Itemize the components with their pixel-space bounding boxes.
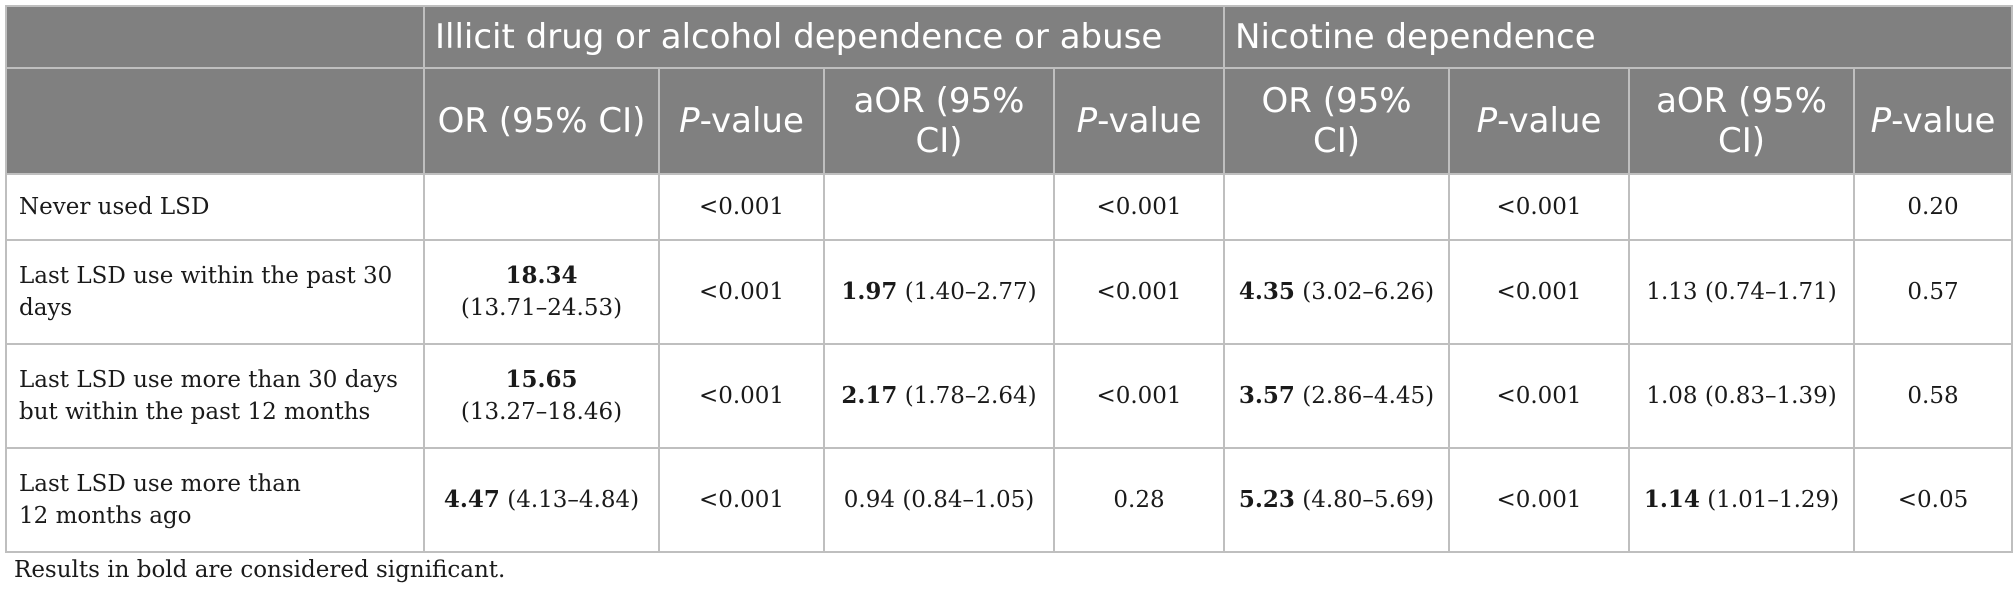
ci-value: (3.02–6.26) — [1294, 279, 1435, 305]
table-row: Last LSD use more than 30 days but withi… — [5, 343, 2014, 449]
table-footnote: Results in bold are considered significa… — [14, 557, 506, 583]
bold-value: 1.14 — [1643, 486, 1700, 513]
cell-p-nicotine: <0.001 — [1448, 239, 1631, 345]
row-label: Last LSD use more than 12 months ago — [5, 447, 425, 553]
bold-value: 2.17 — [841, 382, 898, 409]
col-aor-illicit: aOR (95% CI) — [823, 67, 1055, 175]
ci-value: (1.01–1.29) — [1699, 487, 1840, 513]
bold-value: 5.23 — [1238, 486, 1295, 513]
cell-p-adj-nicotine: 0.58 — [1853, 343, 2014, 449]
cell-aor-nicotine: 1.14 (1.01–1.29) — [1628, 447, 1856, 553]
col-aor-nicotine: aOR (95% CI) — [1628, 67, 1856, 175]
ci-value: 0.94 (0.84–1.05) — [843, 487, 1035, 513]
cell-p-nicotine: <0.001 — [1448, 447, 1631, 553]
cell-or-illicit: 4.47 (4.13–4.84) — [423, 447, 660, 553]
cell-aor-nicotine: 1.08 (0.83–1.39) — [1628, 343, 1856, 449]
ci-value: (13.27–18.46) — [460, 399, 623, 425]
ci-value: (1.78–2.64) — [897, 383, 1037, 409]
cell-p-illicit: <0.001 — [658, 239, 825, 345]
cell-p-adj-illicit: <0.001 — [1052, 173, 1226, 241]
cell-or-illicit: 15.65 (13.27–18.46) — [423, 343, 660, 449]
cell-aor-illicit: 2.17 (1.78–2.64) — [823, 343, 1055, 449]
col-p-illicit: P-value — [658, 67, 825, 175]
col-or-nicotine: OR (95% CI) — [1223, 67, 1451, 175]
p-italic: P — [679, 101, 700, 141]
p-rest: -value — [1891, 101, 1996, 141]
cell-or-nicotine: 5.23 (4.80–5.69) — [1223, 447, 1451, 553]
p-italic: P — [1870, 101, 1892, 141]
cell-p-adj-illicit: 0.28 — [1052, 447, 1226, 553]
cell-or-nicotine: 4.35 (3.02–6.26) — [1223, 239, 1451, 345]
ci-value: (4.13–4.84) — [499, 487, 640, 513]
p-rest: -value — [1097, 101, 1202, 141]
cell-p-adj-nicotine: 0.20 — [1853, 173, 2014, 241]
header-empty — [5, 5, 425, 69]
p-italic: P — [1476, 101, 1498, 141]
table-row: Last LSD use more than 12 months ago 4.4… — [5, 447, 2014, 553]
cell-p-illicit: <0.001 — [658, 343, 825, 449]
p-rest: -value — [699, 101, 804, 141]
col-p-nicotine: P-value — [1448, 67, 1631, 175]
cell-aor-nicotine — [1628, 173, 1856, 241]
col-p-adj-illicit: P-value — [1052, 67, 1226, 175]
bold-value: 1.97 — [841, 278, 898, 305]
cell-or-illicit: 18.34 (13.71–24.53) — [423, 239, 660, 345]
row-label: Never used LSD — [5, 173, 425, 241]
cell-p-adj-illicit: <0.001 — [1052, 343, 1226, 449]
bold-value: 15.65 — [505, 366, 578, 393]
ci-value: (2.86–4.45) — [1294, 383, 1435, 409]
ci-value: (13.71–24.53) — [460, 295, 623, 321]
cell-or-nicotine — [1223, 173, 1451, 241]
ci-value: 1.08 (0.83–1.39) — [1646, 383, 1837, 409]
header-empty-2 — [5, 67, 425, 175]
cell-p-adj-illicit: <0.001 — [1052, 239, 1226, 345]
bold-value: 4.47 — [443, 486, 500, 513]
table-row: Last LSD use within the past 30 days 18.… — [5, 239, 2014, 345]
header-row-columns: OR (95% CI) P-value aOR (95% CI) P-value… — [5, 67, 2014, 175]
ci-value: (4.80–5.69) — [1294, 487, 1435, 513]
row-label: Last LSD use within the past 30 days — [5, 239, 425, 345]
cell-or-nicotine: 3.57 (2.86–4.45) — [1223, 343, 1451, 449]
cell-aor-nicotine: 1.13 (0.74–1.71) — [1628, 239, 1856, 345]
bold-value: 18.34 — [505, 262, 578, 289]
results-table: Illicit drug or alcohol dependence or ab… — [5, 5, 2014, 553]
cell-aor-illicit — [823, 173, 1055, 241]
row-label: Last LSD use more than 30 days but withi… — [5, 343, 425, 449]
group-header-nicotine: Nicotine dependence — [1223, 5, 2014, 69]
p-italic: P — [1076, 101, 1098, 141]
cell-aor-illicit: 1.97 (1.40–2.77) — [823, 239, 1055, 345]
bold-value: 4.35 — [1238, 278, 1295, 305]
cell-or-illicit — [423, 173, 660, 241]
cell-p-adj-nicotine: <0.05 — [1853, 447, 2014, 553]
bold-value: 3.57 — [1238, 382, 1295, 409]
cell-aor-illicit: 0.94 (0.84–1.05) — [823, 447, 1055, 553]
group-header-illicit: Illicit drug or alcohol dependence or ab… — [422, 5, 1226, 69]
col-or-illicit: OR (95% CI) — [423, 67, 660, 175]
cell-p-illicit: <0.001 — [658, 173, 825, 241]
cell-p-adj-nicotine: 0.57 — [1853, 239, 2014, 345]
col-p-adj-nicotine: P-value — [1853, 67, 2014, 175]
cell-p-nicotine: <0.001 — [1448, 343, 1631, 449]
ci-value: (1.40–2.77) — [897, 279, 1037, 305]
ci-value: 1.13 (0.74–1.71) — [1646, 279, 1837, 305]
p-rest: -value — [1497, 101, 1602, 141]
table-row: Never used LSD <0.001 <0.001 <0.001 0.20 — [5, 173, 2014, 241]
cell-p-nicotine: <0.001 — [1448, 173, 1631, 241]
cell-p-illicit: <0.001 — [658, 447, 825, 553]
header-row-groups: Illicit drug or alcohol dependence or ab… — [5, 5, 2014, 69]
